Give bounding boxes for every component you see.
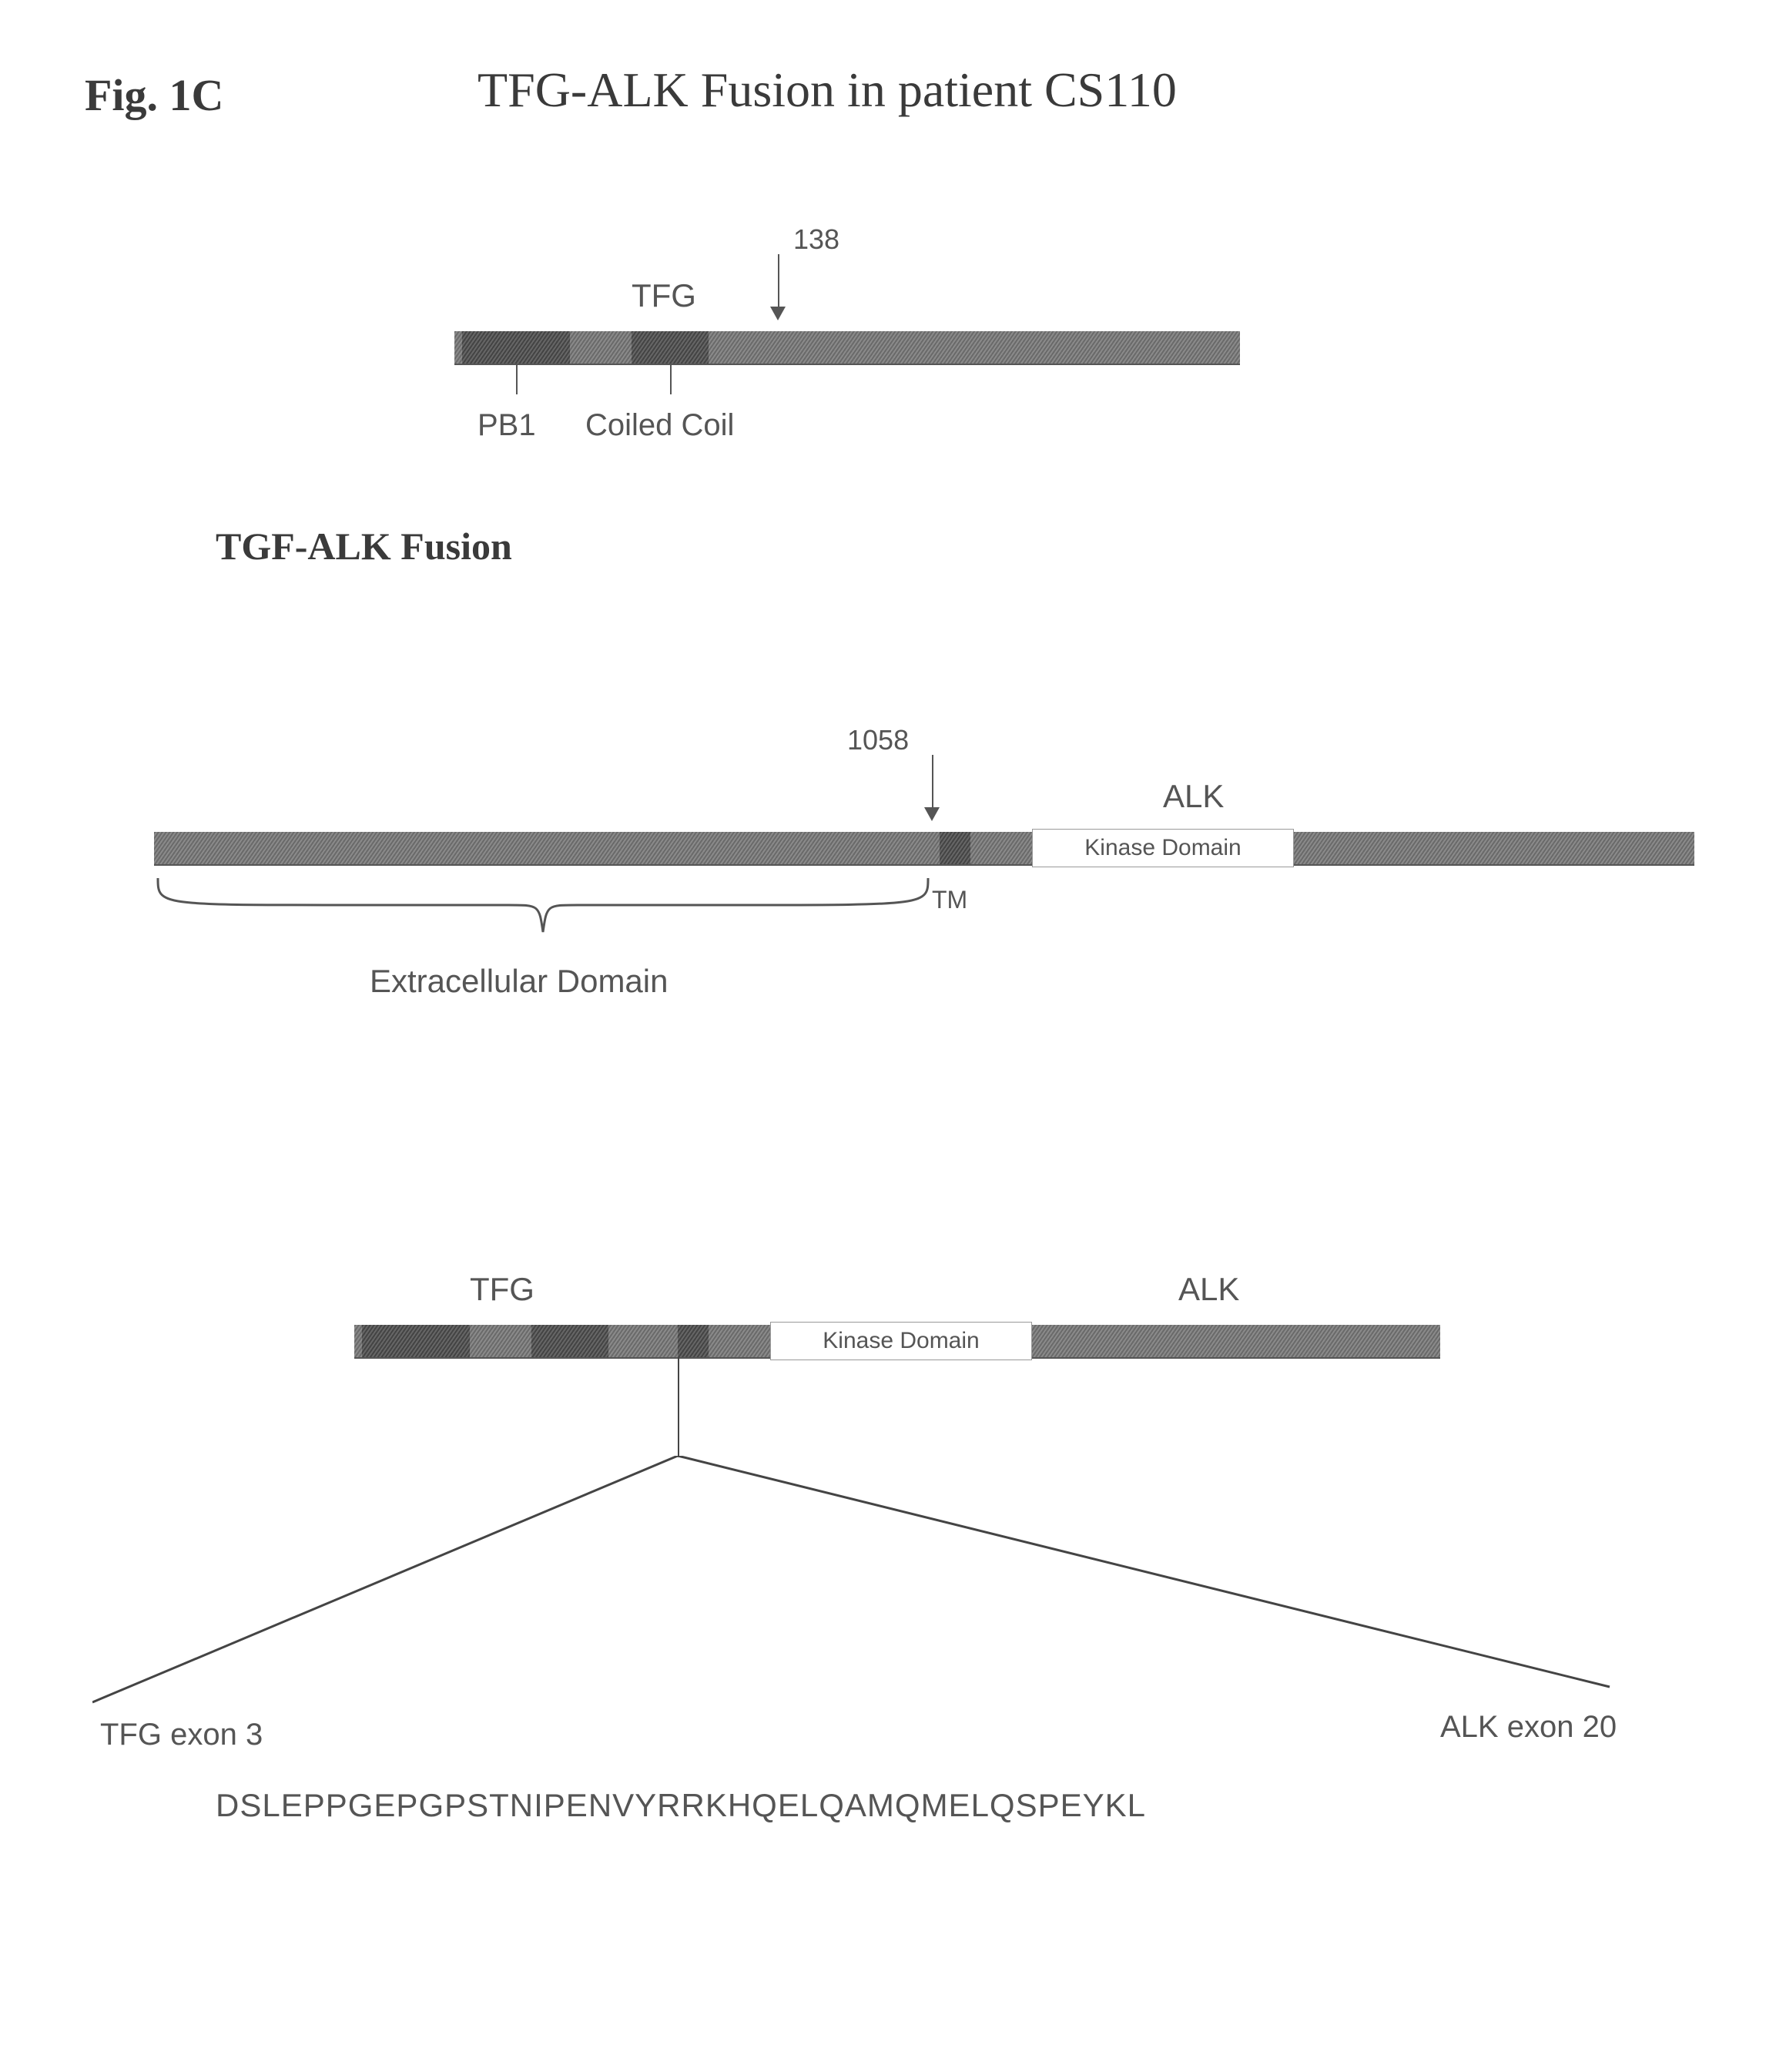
alk-kinase-label: Kinase Domain (1084, 835, 1241, 861)
figure-label: Fig. 1C (85, 69, 223, 121)
alk-extracellular-label: Extracellular Domain (370, 963, 668, 1000)
alk-break-position: 1058 (847, 724, 909, 756)
fusion-alk-label: ALK (1178, 1271, 1239, 1308)
tfg-coiled-coil-label: Coiled Coil (585, 408, 734, 443)
alk-protein-bar: Kinase Domain (154, 832, 1694, 864)
alk-break-arrowhead (924, 807, 940, 821)
tfg-exon-label: TFG exon 3 (100, 1718, 263, 1752)
alk-tm-label: TM (932, 886, 967, 914)
alk-label: ALK (1163, 778, 1224, 815)
fusion-tfg-cc (531, 1325, 608, 1357)
fusion-tfg-label: TFG (470, 1271, 534, 1308)
alk-exon-label: ALK exon 20 (1440, 1710, 1617, 1745)
tfg-break-arrow (778, 254, 779, 307)
tfg-protein-bar (454, 331, 1240, 364)
alk-break-arrow (932, 755, 933, 807)
tfg-break-arrowhead (770, 307, 786, 320)
tfg-label: TFG (632, 277, 696, 314)
fusion-kinase-domain: Kinase Domain (770, 1322, 1032, 1360)
tfg-pb1-domain (462, 331, 570, 364)
tfg-pb1-label: PB1 (478, 408, 536, 443)
fusion-protein-bar: Kinase Domain (354, 1325, 1440, 1357)
junction-sequence: DSLEPPGEPGPSTNIPENVYRRKHQELQAMQMELQSPEYK… (216, 1787, 1146, 1824)
alk-kinase-domain: Kinase Domain (1032, 829, 1294, 867)
figure-title: TFG-ALK Fusion in patient CS110 (478, 62, 1177, 119)
junction-diagonals (92, 1456, 1617, 1710)
tfg-break-position: 138 (793, 223, 839, 256)
fusion-section-label: TGF-ALK Fusion (216, 524, 512, 568)
alk-tm-domain (940, 832, 970, 864)
extracellular-brace (154, 874, 932, 951)
junction-vline (678, 1357, 679, 1457)
fusion-alk-tm (678, 1325, 709, 1357)
fusion-kinase-label: Kinase Domain (823, 1328, 979, 1354)
tfg-coiled-coil-domain (632, 331, 709, 364)
fusion-tfg-pb1 (362, 1325, 470, 1357)
